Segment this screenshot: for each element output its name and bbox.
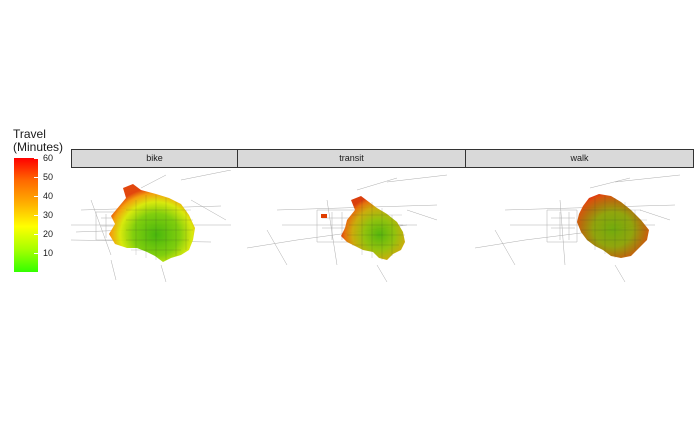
legend-tick-label: 30 [43,210,54,220]
map-panel-bike [71,170,232,283]
facet-strip-bike: bike [71,149,238,168]
street-grid [580,196,647,258]
isochrone-patch [321,214,327,218]
street-grid [126,195,193,260]
legend-tick-label: 40 [43,191,54,201]
legend-tick-label: 60 [43,153,54,163]
legend-tickmark [34,196,38,197]
road-network [474,174,681,283]
legend-tickmark [34,158,38,159]
legend-tick-label: 10 [43,248,54,258]
isochrone-bike [109,184,195,262]
isochrone-transit [341,196,405,260]
legend-tickmark [34,177,38,178]
facet-strip-walk: walk [465,149,694,168]
legend-title: Travel (Minutes) [13,127,64,154]
map-panel-walk [474,174,681,283]
legend-tick-label: 50 [43,172,54,182]
legend-tick-label: 20 [43,229,54,239]
legend-tickmark [34,253,38,254]
legend-tickmark [34,234,38,235]
facet-strip-transit: transit [237,149,466,168]
map-panel-transit [246,174,448,283]
legend: Travel (Minutes) 60 50 40 30 20 10 [0,128,70,278]
street-grid [347,200,405,260]
isochrone-walk [577,194,649,258]
legend-tickmark [34,215,38,216]
